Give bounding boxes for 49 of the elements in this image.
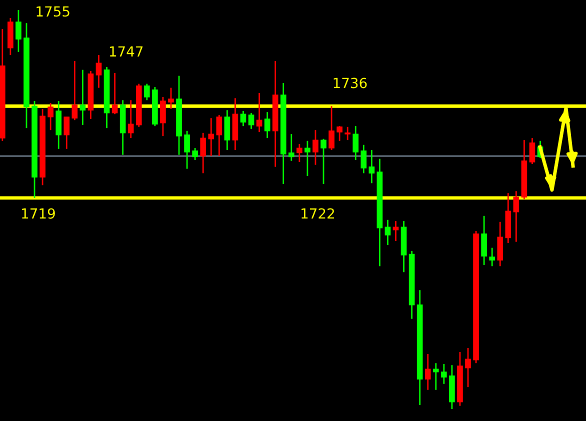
- candlestick: [328, 105, 334, 151]
- candlestick: [200, 132, 206, 174]
- candlestick: [352, 125, 359, 161]
- candlestick: [144, 83, 150, 101]
- annotation: 1719: [22, 208, 55, 219]
- candlestick: [360, 144, 367, 174]
- annotation: 1736: [334, 78, 367, 88]
- candlestick: [160, 96, 166, 137]
- candlestick: [240, 110, 246, 127]
- candlestick: [440, 363, 447, 385]
- candlestick: [424, 353, 431, 391]
- candlestick: [248, 112, 254, 130]
- candlestick: [96, 54, 102, 88]
- candlestick: [168, 87, 174, 110]
- candlestick: [320, 138, 326, 185]
- candlestick: [288, 133, 294, 162]
- candlestick: [344, 126, 351, 141]
- candlestick: [16, 9, 22, 53]
- candlestick: [128, 99, 134, 139]
- candlestick: [192, 147, 198, 161]
- candlestick: [224, 109, 230, 151]
- candlestick: [80, 69, 86, 126]
- annotation: 1722: [302, 208, 334, 219]
- candlestick: [112, 72, 118, 115]
- candlestick: [256, 92, 262, 133]
- candlestick: [513, 190, 520, 243]
- candlestick: [208, 117, 214, 157]
- candlestick: [497, 221, 504, 267]
- candlestick: [392, 220, 399, 242]
- annotation: 1755: [36, 6, 70, 17]
- candlestick: [72, 60, 78, 121]
- candlestick: [481, 215, 487, 266]
- candlestick: [216, 114, 222, 157]
- candlestick: [312, 129, 318, 166]
- candlestick: [64, 116, 70, 150]
- candlestick: [489, 247, 495, 267]
- candlestick: [48, 102, 54, 131]
- candlestick: [432, 362, 439, 391]
- candlestick: [384, 219, 391, 246]
- candlestick: [56, 100, 62, 150]
- candlestick: [529, 137, 536, 165]
- annotation: 1747: [110, 46, 143, 56]
- candlestick: [296, 143, 302, 163]
- candlestick: [368, 149, 375, 184]
- candlestick: [465, 347, 471, 388]
- candlestick: [184, 130, 190, 170]
- candlestick: [304, 140, 310, 177]
- candlestick: [336, 125, 342, 142]
- candlestick: [264, 111, 270, 139]
